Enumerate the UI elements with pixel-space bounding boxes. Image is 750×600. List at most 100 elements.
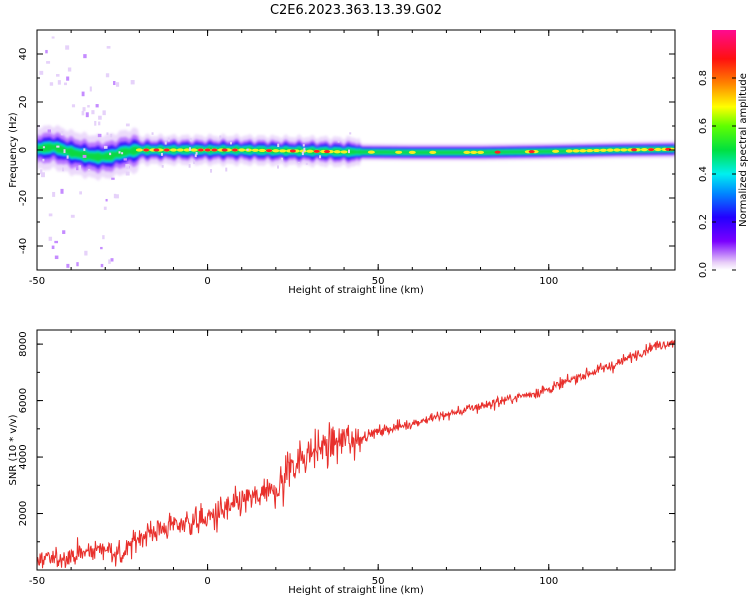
spectrogram-noise — [126, 166, 129, 169]
spectrogram-core — [258, 148, 266, 153]
spectrogram-noise — [305, 162, 308, 165]
spectrogram-core — [565, 149, 573, 153]
spectrogram-noise — [66, 155, 69, 159]
y-tick-label: 0 — [18, 147, 29, 153]
spectrogram-noise — [51, 36, 55, 39]
snr-frame — [36, 329, 676, 571]
spectrogram-core — [606, 148, 614, 152]
spectrogram-noise — [113, 81, 116, 86]
spectrogram-noise — [125, 164, 130, 169]
spectrogram-noise — [70, 214, 75, 218]
spectrogram-noise — [194, 154, 197, 158]
spectrogram-noise — [76, 166, 79, 171]
spectrogram-noise — [60, 131, 64, 136]
spectrogram-noise — [64, 82, 67, 86]
x-tick-label: -50 — [29, 576, 45, 587]
x-tick-label: 0 — [204, 276, 210, 287]
spectrogram-noise — [110, 133, 113, 138]
spectrogram-hot-spot — [211, 148, 218, 152]
spectrogram-hot-spot — [528, 150, 535, 154]
spectrogram-noise — [48, 213, 53, 217]
colorbar-gradient — [712, 30, 736, 270]
spectrogram-noise — [66, 76, 70, 81]
spectrogram-noise — [225, 167, 228, 172]
y-tick-label: 8000 — [18, 331, 29, 356]
spectrogram-noise — [87, 105, 90, 108]
spectrogram-noise — [81, 110, 85, 116]
spectrogram-noise — [301, 151, 304, 156]
spectrogram-noise — [189, 138, 192, 142]
y-tick-label: -40 — [18, 238, 29, 254]
spectrogram-noise — [103, 145, 108, 149]
spectrogram-noise — [161, 165, 164, 168]
spectrogram-core — [367, 150, 375, 154]
spectrogram-noise — [60, 188, 64, 194]
spectrogram-noise — [100, 263, 104, 268]
spectrogram-core — [599, 148, 607, 152]
spectrogram-hot-spot — [231, 148, 238, 152]
spectrogram-noise — [109, 152, 112, 156]
spectrogram-noise — [49, 82, 54, 86]
spectrogram-noise — [45, 49, 48, 54]
spectrogram-noise — [65, 45, 70, 50]
spectrogram-noise — [85, 112, 89, 118]
spectrogram-noise — [297, 161, 300, 165]
spectrogram-noise — [47, 129, 51, 133]
spectrogram-core — [640, 148, 648, 152]
spectrogram-noise — [66, 263, 70, 268]
spectrogram-panel: -50 0 50 100 -40 -20 0 20 40 Height of straight … — [8, 29, 676, 296]
spectrogram-core — [579, 149, 587, 153]
spectrogram-core — [470, 150, 478, 154]
spectrogram-noise — [164, 141, 167, 145]
spectrogram-hot-spot — [631, 148, 638, 152]
spectrogram-noise — [277, 143, 280, 147]
spectrogram-noise — [83, 54, 87, 59]
spectrogram-noise — [82, 154, 87, 158]
spectrogram-noise — [95, 104, 99, 108]
spectrogram-noise — [98, 115, 102, 120]
spectrogram-noise — [229, 141, 232, 145]
spectrogram-noise — [83, 148, 86, 151]
spectrogram-noise — [193, 160, 196, 164]
spectrogram-noise — [94, 120, 97, 126]
spectrogram-noise — [167, 137, 170, 142]
spectrogram-band-4 — [37, 143, 675, 163]
spectrogram-hot-spot — [197, 148, 204, 152]
spectrogram-noise — [105, 73, 110, 78]
y-tick-label: 2000 — [18, 501, 29, 526]
spectrogram-core — [620, 148, 628, 152]
spectrogram-noise — [347, 149, 350, 154]
spectrogram-noise — [40, 169, 43, 175]
spectrogram-heatmap — [37, 36, 675, 268]
spectrogram-core — [272, 149, 280, 153]
colorbar-label: Normalized spectral amplitude — [738, 73, 749, 227]
spectrogram-noise — [188, 164, 191, 168]
spectrogram-noise — [337, 139, 340, 143]
spectrogram-hot-spot — [313, 149, 320, 153]
spectrogram-noise — [302, 144, 305, 147]
spectrogram-noise — [106, 132, 109, 136]
spectrogram-noise — [123, 158, 127, 161]
snr-y-label: SNR (10 * v/v) — [8, 414, 19, 485]
spectrogram-core — [135, 148, 143, 152]
spectrogram-noise — [84, 250, 88, 256]
spectrogram-noise — [115, 82, 120, 87]
spectrogram-noise — [91, 110, 95, 115]
spectrogram-hot-spot — [494, 150, 501, 154]
spectrogram-noise — [106, 46, 111, 49]
spectrogram-noise — [125, 123, 130, 127]
spectrogram-noise — [55, 74, 60, 77]
spectrogram-noise — [160, 152, 163, 156]
spectrogram-core — [477, 150, 485, 154]
spectrogram-core — [408, 150, 416, 154]
spectrogram-noise — [56, 145, 60, 148]
colorbar-tick-label: 0.4 — [698, 166, 709, 182]
spectrogram-noise — [89, 86, 92, 92]
spectrogram-core — [395, 150, 403, 154]
spectrogram-noise — [51, 245, 55, 250]
spectrogram-core — [340, 150, 348, 154]
spectrogram-noise — [100, 246, 103, 250]
spectrogram-noise — [62, 167, 65, 172]
spectrogram-noise — [319, 155, 322, 159]
spectrogram-noise — [113, 193, 117, 199]
